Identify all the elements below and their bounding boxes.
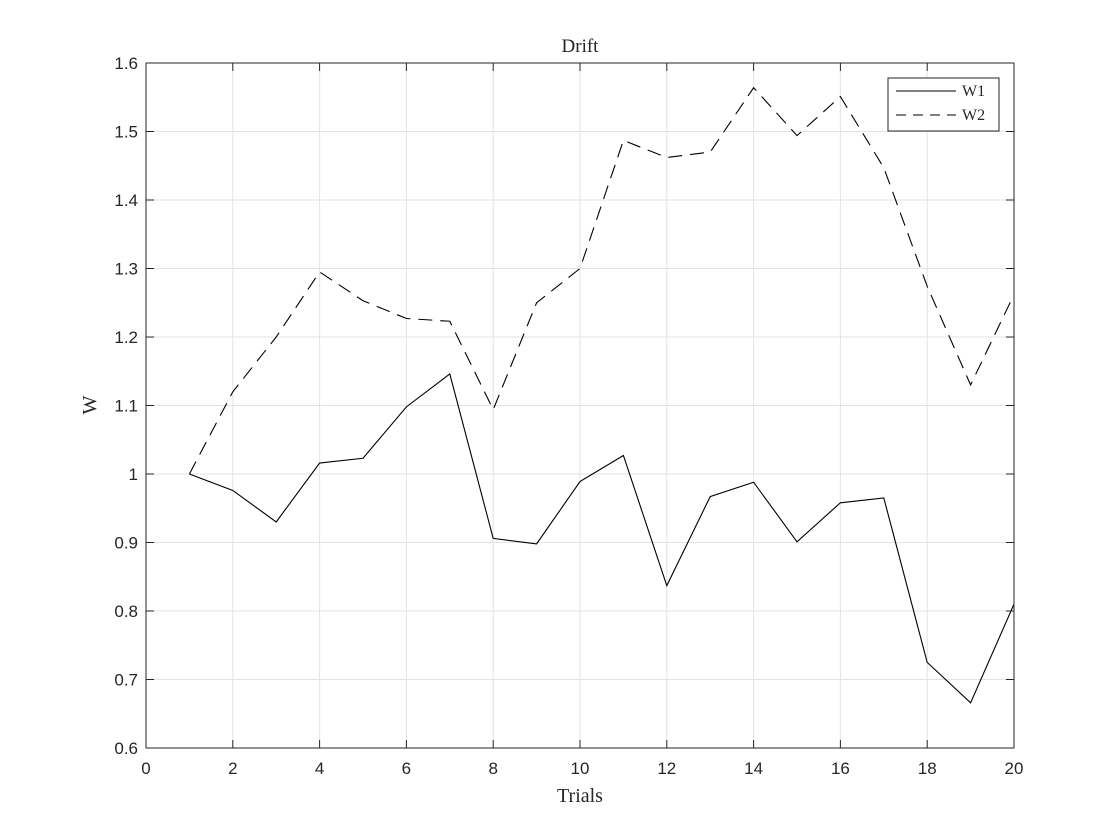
y-axis-label: W	[79, 395, 101, 414]
y-tick-label: 1.1	[114, 397, 138, 416]
y-tick-label: 0.9	[114, 534, 138, 553]
y-tick-label: 0.8	[114, 602, 138, 621]
x-tick-label: 2	[228, 759, 237, 778]
x-tick-label: 4	[315, 759, 324, 778]
x-tick-label: 6	[402, 759, 411, 778]
y-tick-label: 1.4	[114, 191, 138, 210]
y-tick-label: 1	[129, 465, 138, 484]
x-tick-label: 0	[141, 759, 150, 778]
ticks: 0 2 4 6 8 10 12 14 16 18 20 0.6 0.7 0.8 0.9 1 1.1 1.2 1.3 1…	[114, 54, 1023, 778]
y-tick-label: 1.5	[114, 123, 138, 142]
x-axis-label: Trials	[557, 785, 603, 807]
legend-box	[887, 77, 1000, 132]
chart-title: Drift	[562, 36, 600, 57]
series-line-w1	[189, 373, 1015, 704]
grid	[146, 63, 1014, 748]
x-tick-label: 20	[1005, 759, 1024, 778]
series-layer	[188, 86, 1015, 704]
y-tick-label: 1.3	[114, 260, 138, 279]
x-tick-label: 18	[918, 759, 937, 778]
legend: W1 W2	[887, 77, 1000, 132]
y-tick-label: 0.7	[114, 671, 138, 690]
legend-label-w1: W1	[962, 83, 985, 100]
x-tick-label: 16	[831, 759, 850, 778]
x-tick-label: 12	[657, 759, 676, 778]
legend-label-w2: W2	[962, 107, 985, 124]
x-tick-label: 8	[488, 759, 497, 778]
series-line-w2	[188, 86, 1015, 475]
y-tick-label: 1.2	[114, 328, 138, 347]
y-tick-label: 0.6	[114, 739, 138, 758]
x-tick-label: 14	[744, 759, 763, 778]
x-tick-label: 10	[571, 759, 590, 778]
y-tick-label: 1.6	[114, 54, 138, 73]
